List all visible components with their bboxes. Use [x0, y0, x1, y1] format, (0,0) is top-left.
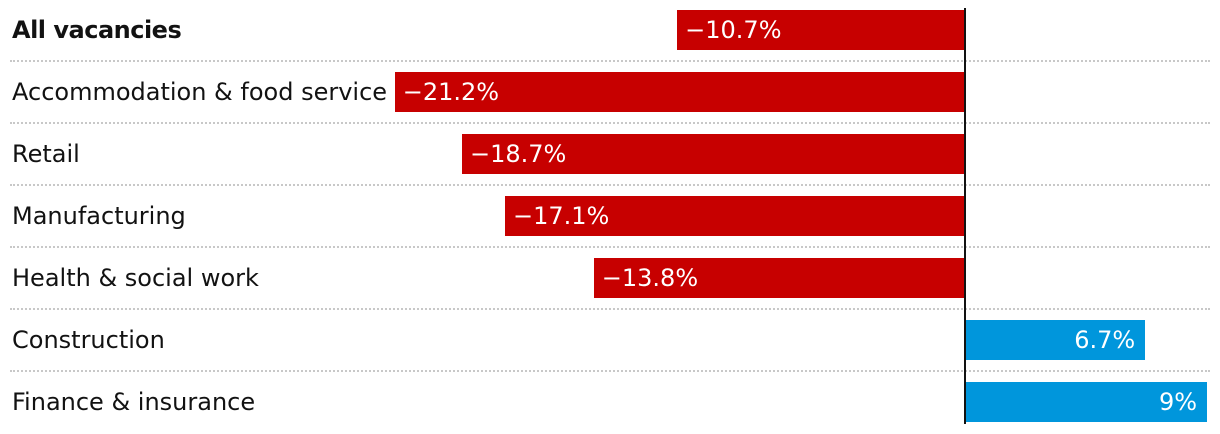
data-label: −18.7%: [469, 140, 567, 168]
data-label: −10.7%: [685, 16, 782, 44]
row-separator: [10, 60, 1210, 62]
bar: [505, 196, 965, 236]
category-label: Manufacturing: [12, 202, 186, 230]
category-label: All vacancies: [12, 16, 182, 44]
category-label: Accommodation & food service: [12, 78, 388, 106]
row-separator: [10, 370, 1210, 372]
row-separator: [10, 308, 1210, 310]
zero-axis-line: [964, 8, 966, 424]
category-label: Retail: [12, 140, 80, 168]
category-label: Health & social work: [12, 264, 259, 292]
bar: [593, 258, 965, 298]
data-label: 9%: [1159, 388, 1198, 416]
row-separator: [10, 122, 1210, 124]
row-separator: [10, 246, 1210, 248]
data-label: −21.2%: [402, 78, 500, 106]
row-separator: [10, 184, 1210, 186]
bar: [677, 10, 965, 50]
category-label: Construction: [12, 326, 165, 354]
data-label: 6.7%: [1074, 326, 1136, 354]
bar: [461, 134, 965, 174]
data-label: −13.8%: [601, 264, 699, 292]
data-label: −17.1%: [513, 202, 610, 230]
bar: [394, 72, 965, 112]
bar: [965, 382, 1208, 422]
category-label: Finance & insurance: [12, 388, 256, 416]
bar: [965, 320, 1146, 360]
